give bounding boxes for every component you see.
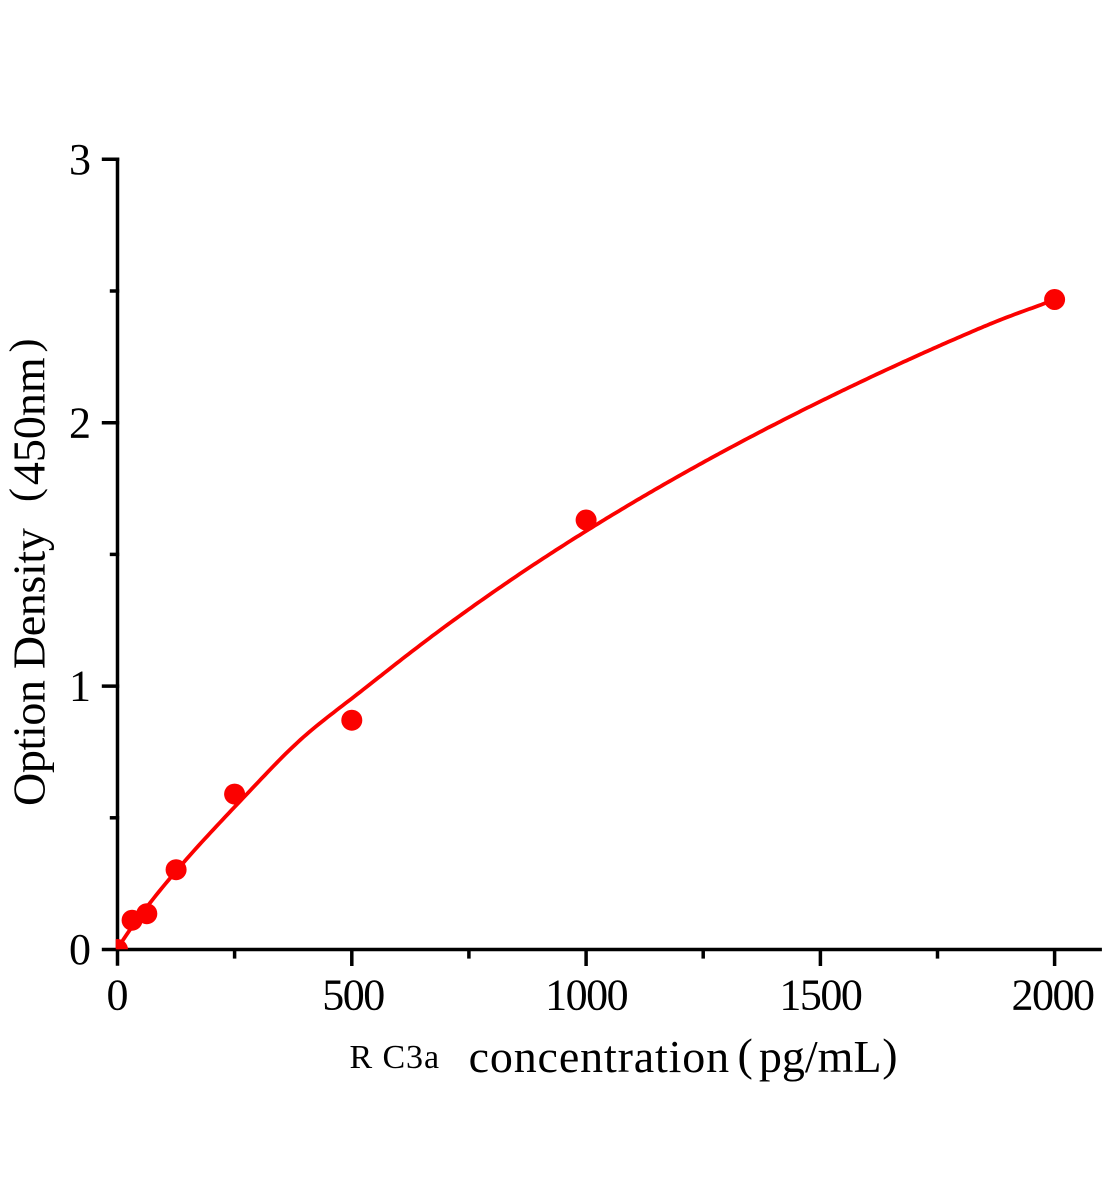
svg-text:Option Density(450nm): Option Density(450nm) bbox=[3, 339, 55, 807]
svg-text:3: 3 bbox=[69, 135, 91, 184]
svg-text:1: 1 bbox=[69, 662, 91, 711]
svg-text:0: 0 bbox=[107, 971, 129, 1020]
svg-text:R C3a: R C3a bbox=[350, 1039, 440, 1076]
svg-text:concentration(pg/mL): concentration(pg/mL) bbox=[469, 1029, 898, 1082]
svg-text:1500: 1500 bbox=[779, 971, 862, 1020]
svg-text:500: 500 bbox=[322, 971, 384, 1020]
svg-text:2000: 2000 bbox=[1012, 971, 1095, 1020]
svg-text:1000: 1000 bbox=[545, 971, 628, 1020]
svg-text:2: 2 bbox=[69, 398, 91, 447]
svg-text:0: 0 bbox=[69, 925, 91, 974]
